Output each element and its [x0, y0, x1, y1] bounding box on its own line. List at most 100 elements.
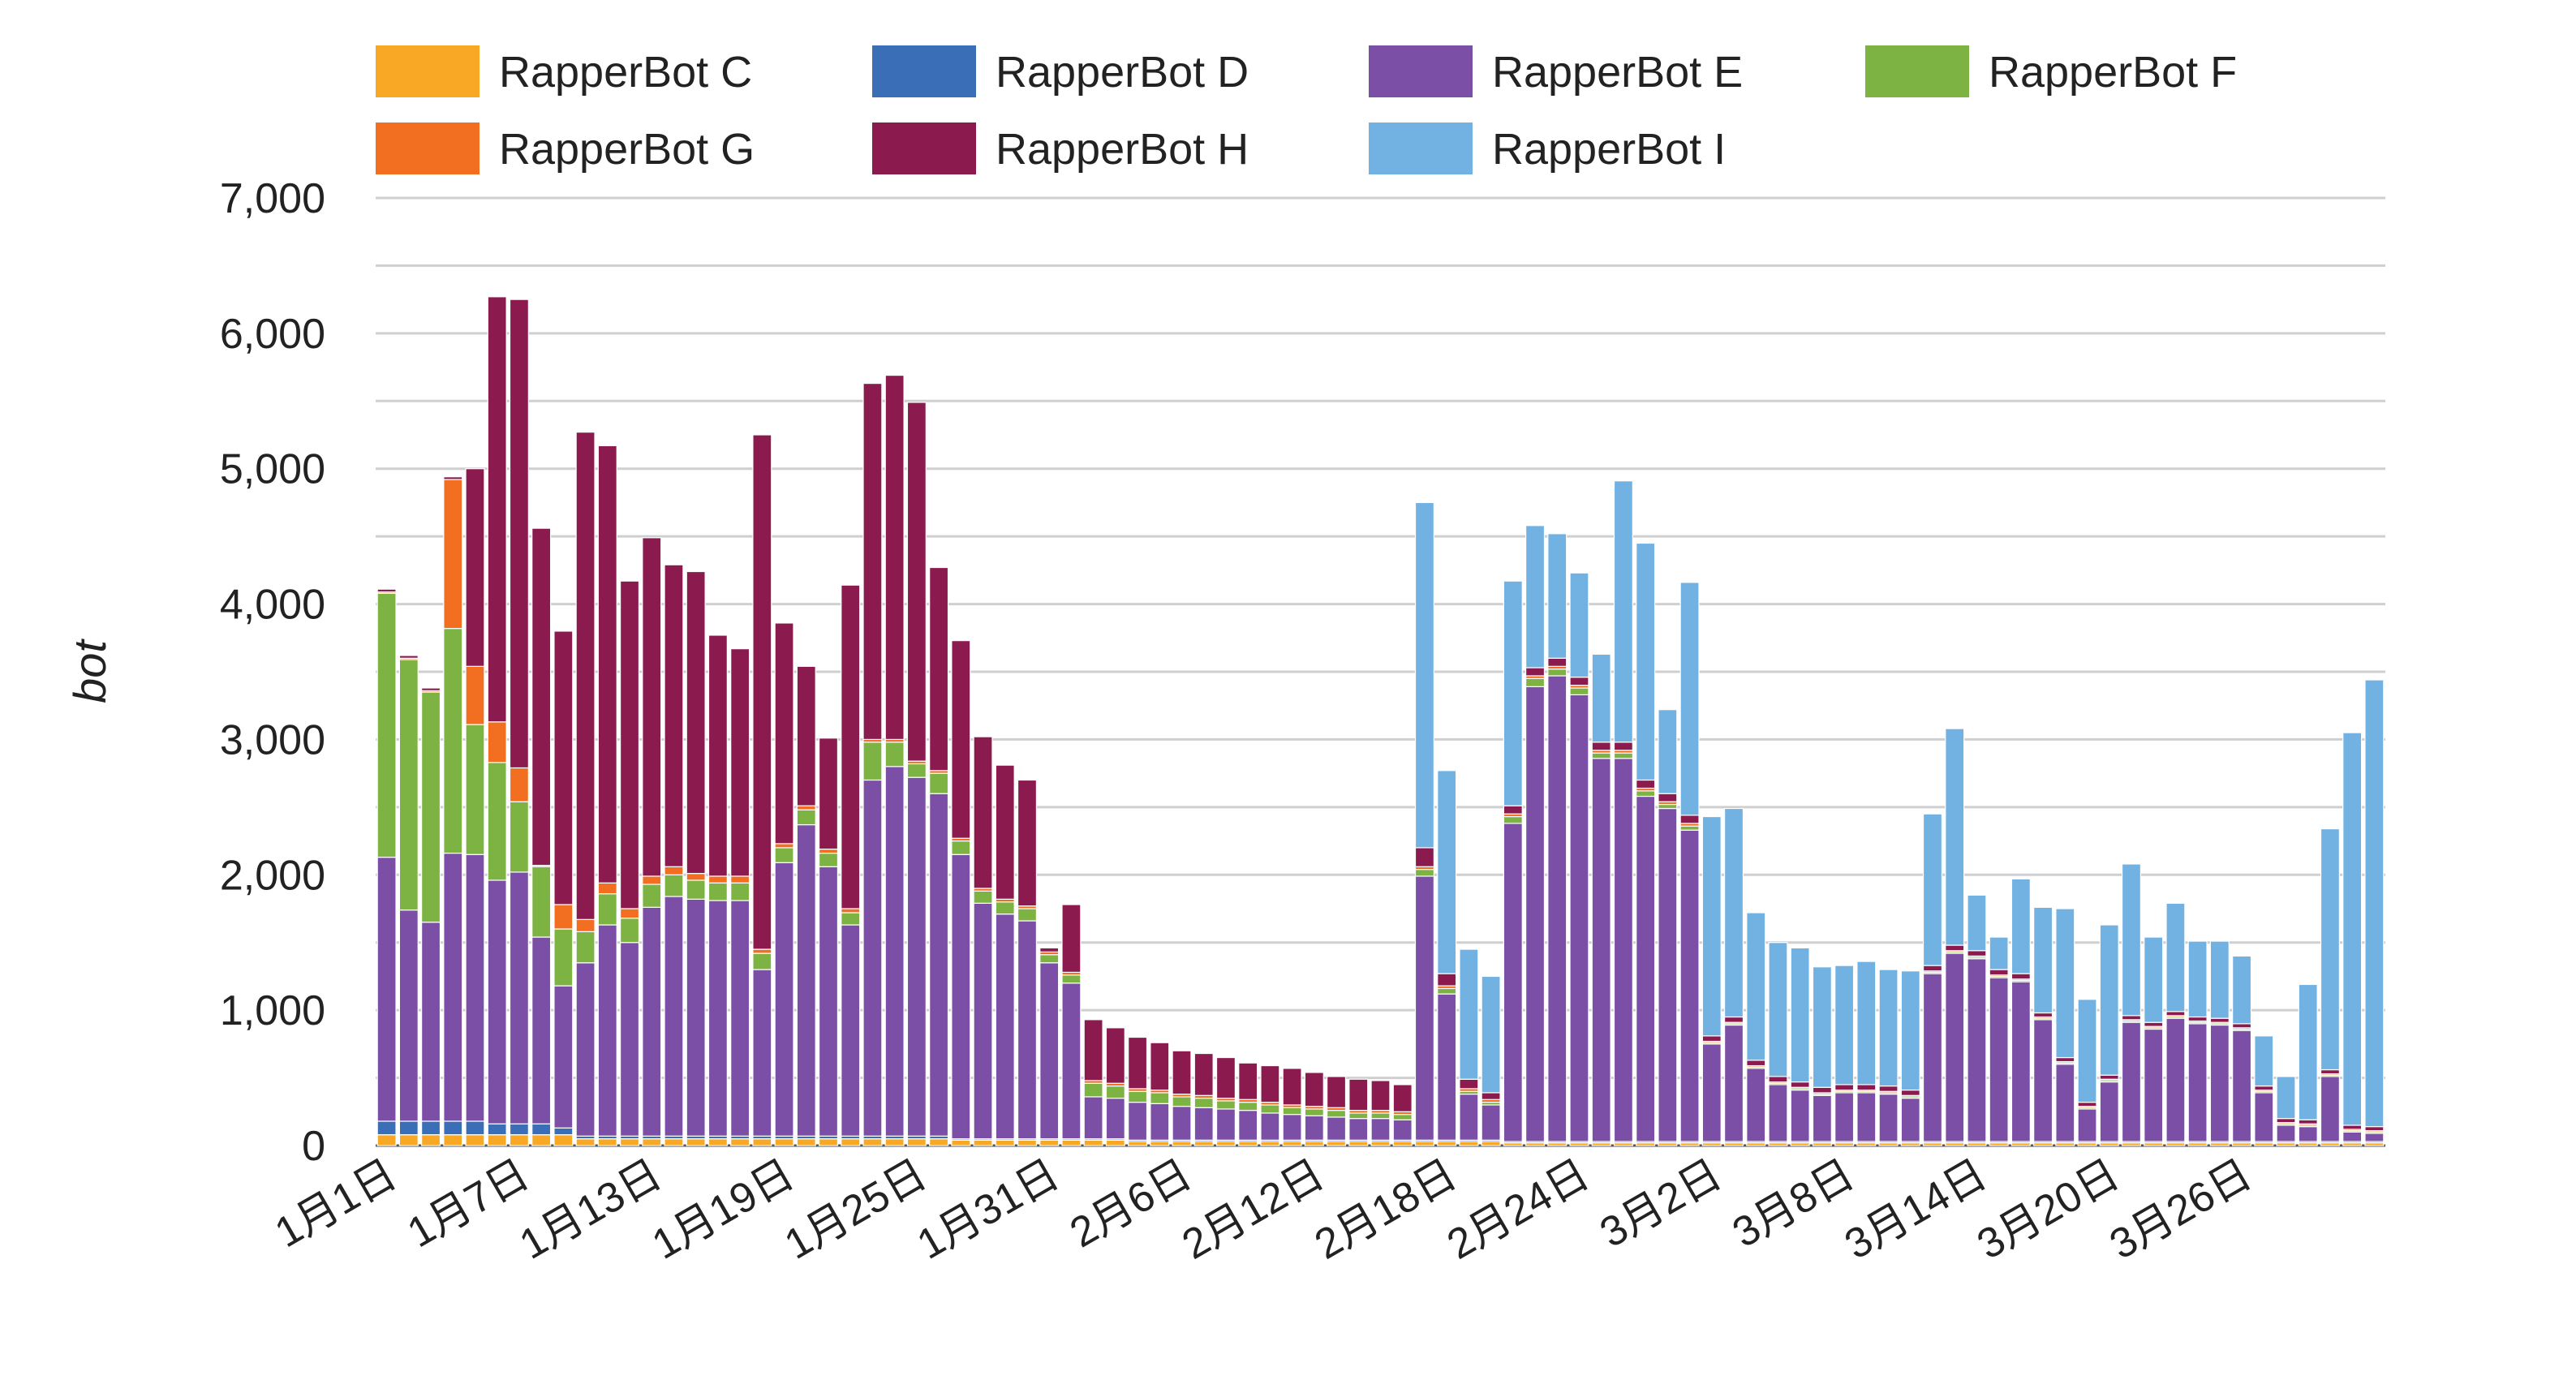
bar-rapperbot-h [1327, 1076, 1347, 1108]
bar-rapperbot-g [487, 721, 507, 763]
bar-rapperbot-e [1193, 1107, 1214, 1141]
bars [376, 296, 2385, 1146]
x-axis: 1月1日1月7日1月13日1月19日1月25日1月31日2月6日2月12日2月1… [267, 1150, 2260, 1269]
bar-rapperbot-g [575, 918, 596, 932]
bar-rapperbot-e [1017, 920, 1038, 1140]
bar-rapperbot-e [2010, 981, 2031, 1142]
bar-rapperbot-c [642, 1138, 662, 1146]
bar-rapperbot-h [2121, 1015, 2142, 1021]
bar-rapperbot-c [1414, 1141, 1434, 1146]
bar-rapperbot-i [1503, 580, 1523, 806]
bar-rapperbot-f [862, 742, 883, 781]
bar-rapperbot-h [1812, 1086, 1832, 1094]
bar-rapperbot-h [376, 588, 397, 593]
bar-rapperbot-d [509, 1123, 529, 1136]
bar-rapperbot-e [1238, 1110, 1258, 1141]
bar-rapperbot-e [1304, 1115, 1324, 1141]
bar-rapperbot-h [1083, 1019, 1103, 1081]
x-tick-label: 1月25日 [777, 1150, 935, 1269]
bar-rapperbot-e [465, 853, 485, 1122]
legend-label: RapperBot F [1989, 48, 2237, 97]
bar-rapperbot-e [1215, 1108, 1236, 1141]
bar-rapperbot-h [553, 630, 574, 905]
bar-rapperbot-h [531, 527, 552, 866]
bar-rapperbot-e [509, 871, 529, 1124]
bar-rapperbot-e [2276, 1124, 2296, 1142]
bar-rapperbot-i [2320, 828, 2340, 1071]
bar-rapperbot-c [1327, 1141, 1347, 1146]
x-tick-label: 3月26日 [2102, 1150, 2260, 1269]
bar-rapperbot-c [818, 1138, 839, 1146]
bar-rapperbot-g [509, 767, 529, 802]
bar-rapperbot-f [664, 874, 684, 897]
bar-rapperbot-h [1105, 1027, 1125, 1084]
bar-rapperbot-f [841, 912, 861, 926]
bar-rapperbot-c [951, 1139, 971, 1146]
legend-swatch [1369, 45, 1473, 97]
bar-rapperbot-i [1437, 770, 1457, 974]
y-tick-label: 0 [302, 1123, 325, 1170]
bar-rapperbot-h [1128, 1036, 1148, 1090]
legend-item-rapperbot-f: RapperBot F [1865, 45, 2237, 97]
bar-rapperbot-h [2342, 1124, 2363, 1130]
bar-rapperbot-h [1282, 1068, 1302, 1106]
y-tick-label: 7,000 [220, 175, 325, 222]
bar-rapperbot-i [2276, 1076, 2296, 1120]
x-tick-label: 1月31日 [910, 1150, 1067, 1269]
bar-rapperbot-c [487, 1134, 507, 1146]
bar-rapperbot-i [1481, 975, 1501, 1094]
bar-rapperbot-c [1348, 1141, 1369, 1146]
bar-rapperbot-e [774, 862, 794, 1137]
bar-rapperbot-h [1459, 1078, 1479, 1090]
bar-rapperbot-h [906, 402, 927, 762]
bar-rapperbot-i [2121, 863, 2142, 1017]
bar-rapperbot-h [2209, 1017, 2230, 1023]
legend-item-rapperbot-e: RapperBot E [1369, 45, 1743, 97]
bar-rapperbot-e [1834, 1092, 1855, 1142]
bar-rapperbot-i [2033, 906, 2053, 1014]
bar-rapperbot-h [1613, 742, 1633, 751]
bar-rapperbot-f [1613, 752, 1633, 759]
bar-rapperbot-f [1150, 1092, 1170, 1104]
x-tick-label: 2月18日 [1307, 1150, 1464, 1269]
bar-rapperbot-i [1658, 709, 1678, 794]
bar-rapperbot-g [796, 805, 816, 810]
y-axis-label: bot [64, 638, 115, 703]
bar-rapperbot-e [2077, 1108, 2097, 1142]
bar-rapperbot-e [1701, 1043, 1722, 1142]
bar-rapperbot-f [619, 918, 640, 944]
x-tick-label: 1月7日 [400, 1150, 537, 1257]
bar-rapperbot-e [531, 936, 552, 1124]
bar-rapperbot-h [1856, 1084, 1877, 1091]
bar-rapperbot-e [1636, 795, 1656, 1142]
bar-rapperbot-c [1172, 1141, 1192, 1146]
bar-rapperbot-e [2232, 1030, 2252, 1142]
bar-rapperbot-i [2187, 940, 2208, 1018]
x-tick-label: 1月1日 [267, 1150, 404, 1257]
bar-rapperbot-g [443, 479, 463, 630]
bar-rapperbot-c [465, 1134, 485, 1146]
legend-label: RapperBot H [996, 125, 1249, 174]
bar-rapperbot-g [686, 873, 706, 881]
x-tick-label: 3月14日 [1837, 1150, 1994, 1269]
bar-rapperbot-c [1260, 1141, 1280, 1146]
bar-rapperbot-d [376, 1120, 397, 1136]
bar-rapperbot-f [1304, 1108, 1324, 1116]
bar-rapperbot-h [509, 299, 529, 769]
bar-rapperbot-h [619, 580, 640, 909]
bar-rapperbot-e [1348, 1118, 1369, 1141]
bar-rapperbot-e [1392, 1119, 1413, 1141]
bar-rapperbot-h [796, 665, 816, 806]
bar-rapperbot-h [2077, 1102, 2097, 1107]
bar-rapperbot-e [2342, 1131, 2363, 1142]
bar-rapperbot-e [597, 924, 617, 1137]
y-tick-label: 3,000 [220, 716, 325, 763]
bar-rapperbot-c [1215, 1141, 1236, 1146]
bar-rapperbot-g [818, 848, 839, 854]
x-tick-label: 1月19日 [644, 1150, 802, 1269]
bar-rapperbot-i [1547, 533, 1568, 659]
bar-rapperbot-e [1414, 875, 1434, 1141]
bar-rapperbot-e [1569, 694, 1589, 1142]
bar-rapperbot-h [841, 584, 861, 909]
bar-rapperbot-c [1304, 1141, 1324, 1146]
